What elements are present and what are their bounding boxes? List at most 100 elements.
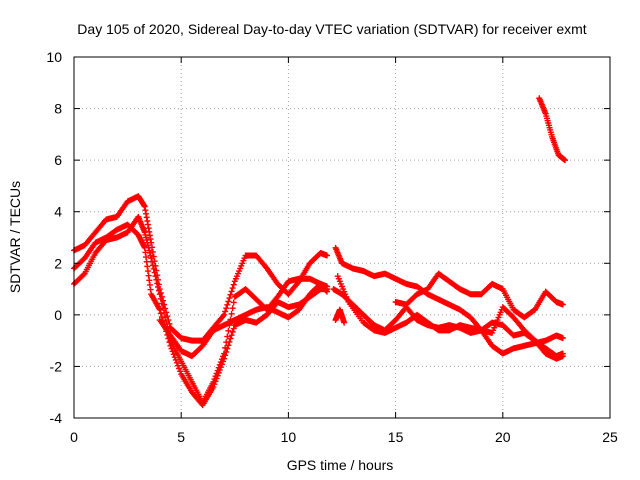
data-point	[230, 325, 237, 332]
data-point	[152, 273, 159, 280]
data-point	[218, 361, 225, 368]
data-point	[222, 308, 229, 315]
data-point	[154, 280, 161, 287]
data-point	[225, 327, 232, 334]
data-point	[210, 384, 217, 391]
data-point	[215, 369, 222, 376]
data-point	[156, 291, 163, 298]
data-point	[230, 299, 237, 306]
data-point	[157, 295, 164, 302]
data-point	[174, 362, 181, 369]
data-point	[221, 355, 228, 362]
data-point	[228, 288, 235, 295]
x-tick-label: 0	[70, 429, 78, 445]
y-tick-label: 6	[54, 152, 62, 168]
data-point	[226, 295, 233, 302]
data-point	[177, 368, 184, 375]
data-point	[157, 310, 164, 317]
series-track-a	[71, 193, 330, 344]
data-point	[229, 285, 236, 292]
y-tick-label: 4	[54, 204, 62, 220]
data-point	[341, 319, 348, 326]
y-axis: -4 -2 0 2 4 6 8 10	[46, 49, 610, 426]
data-point	[170, 351, 177, 358]
series-track-j	[536, 95, 568, 164]
data-point	[223, 305, 230, 312]
data-point	[171, 354, 178, 361]
data-point	[228, 310, 235, 317]
data-point	[220, 358, 227, 365]
x-tick-label: 5	[177, 429, 185, 445]
series-track-h	[392, 270, 566, 321]
y-tick-label: 8	[54, 101, 62, 117]
data-point	[224, 333, 231, 340]
plot-border	[73, 56, 611, 419]
data-point	[228, 332, 235, 339]
x-tick-label: 10	[281, 429, 297, 445]
data-point	[168, 345, 175, 352]
data-point	[559, 301, 566, 308]
data-point	[230, 281, 237, 288]
series-track-e	[332, 244, 566, 357]
data-point	[221, 311, 228, 318]
y-tick-label: -4	[50, 410, 63, 426]
x-axis: 0 5 10 15 20 25	[70, 57, 618, 445]
data-point	[216, 367, 223, 374]
data-point	[225, 342, 232, 349]
data-point	[173, 359, 180, 366]
x-tick-label: 20	[495, 429, 511, 445]
data-point	[150, 265, 157, 272]
data-point	[169, 348, 176, 355]
chart-title: Day 105 of 2020, Sidereal Day-to-day VTE…	[77, 21, 586, 37]
data-point	[323, 283, 330, 290]
data-point	[151, 269, 158, 276]
x-tick-label: 15	[388, 429, 404, 445]
data-points	[71, 95, 568, 409]
data-point	[559, 353, 566, 360]
data-point	[220, 313, 227, 320]
data-point	[158, 313, 165, 320]
data-point	[155, 287, 162, 294]
data-point	[226, 338, 233, 345]
series-track-g	[330, 286, 566, 362]
y-tick-label: 2	[54, 255, 62, 271]
data-point	[224, 345, 231, 352]
data-point	[80, 271, 87, 278]
data-point	[561, 157, 568, 164]
data-point	[153, 276, 160, 283]
y-tick-label: 10	[46, 49, 62, 65]
data-point	[217, 364, 224, 371]
data-point	[149, 258, 156, 265]
data-point	[149, 262, 156, 269]
data-point	[156, 306, 163, 313]
series-track-i	[332, 306, 348, 326]
y-tick-label: 0	[54, 307, 62, 323]
data-point	[149, 248, 156, 255]
data-point	[559, 335, 566, 342]
data-point	[323, 252, 330, 259]
data-point	[225, 298, 232, 305]
data-point	[158, 300, 165, 307]
data-point	[229, 328, 236, 335]
data-point	[172, 356, 179, 363]
series-track-d	[156, 280, 330, 360]
data-point	[227, 291, 234, 298]
data-point	[213, 375, 220, 382]
x-tick-label: 25	[602, 429, 618, 445]
grid	[74, 57, 610, 418]
data-point	[222, 352, 229, 359]
y-tick-label: -2	[50, 358, 63, 374]
data-point	[211, 381, 218, 388]
x-axis-label: GPS time / hours	[287, 457, 394, 473]
data-point	[214, 372, 221, 379]
data-point	[212, 378, 219, 385]
data-point	[229, 305, 236, 312]
data-point	[167, 342, 174, 349]
data-point	[223, 348, 230, 355]
series-track-b	[71, 213, 330, 406]
data-point	[148, 255, 155, 262]
data-point	[166, 339, 173, 346]
data-point	[155, 284, 162, 291]
data-point	[227, 335, 234, 342]
data-point	[176, 365, 183, 372]
